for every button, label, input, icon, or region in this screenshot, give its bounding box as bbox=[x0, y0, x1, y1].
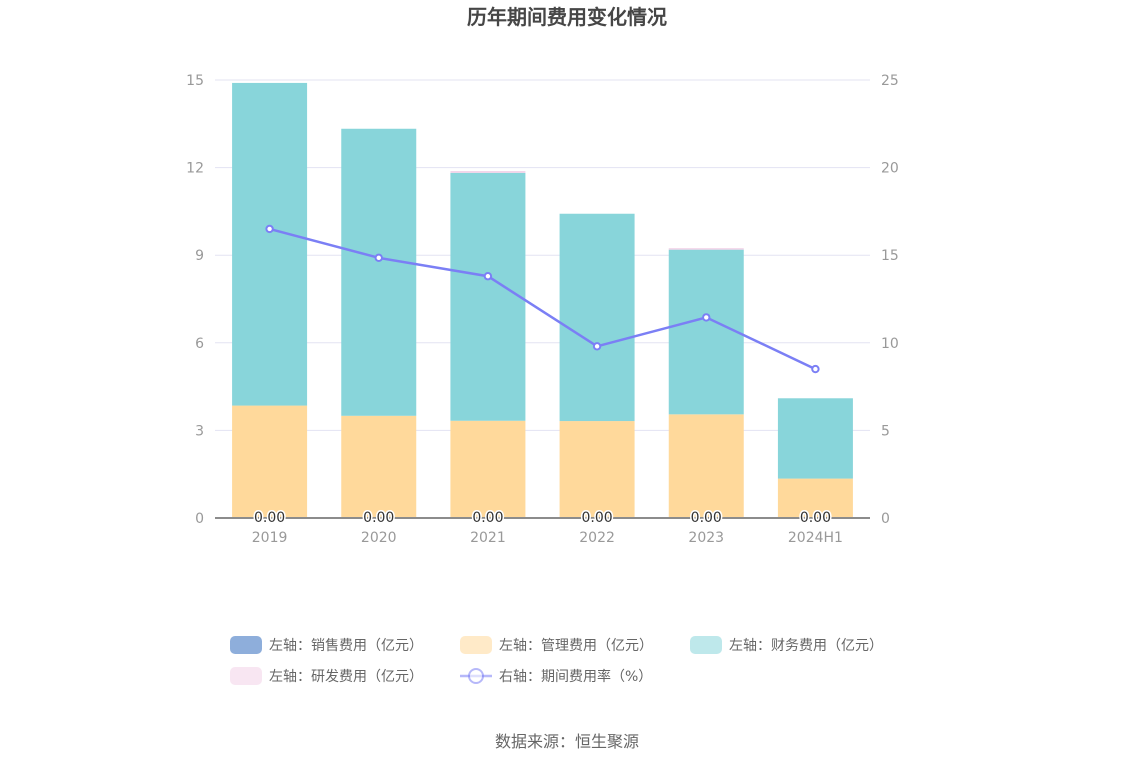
data-label: 0.00 bbox=[800, 510, 831, 526]
x-axis-tick-label: 2022 bbox=[579, 530, 615, 546]
left-axis-tick-label: 3 bbox=[195, 423, 204, 439]
right-axis-tick-label: 0 bbox=[881, 511, 890, 527]
data-label: 0.00 bbox=[254, 510, 285, 526]
legend-label: 左轴：管理费用（亿元） bbox=[499, 638, 653, 654]
left-axis-tick-label: 15 bbox=[186, 73, 204, 89]
legend-swatch bbox=[230, 667, 262, 685]
rate-line-point bbox=[702, 313, 711, 322]
rate-line-point bbox=[483, 272, 493, 281]
legend-swatch bbox=[690, 636, 722, 654]
bar-segment bbox=[450, 172, 526, 421]
legend-label: 左轴：财务费用（亿元） bbox=[729, 638, 883, 654]
legend-swatch bbox=[230, 636, 262, 654]
right-axis-tick-label: 25 bbox=[881, 73, 899, 89]
right-axis-tick-label: 15 bbox=[881, 248, 899, 264]
bar-segment bbox=[232, 82, 308, 406]
chart-title: 历年期间费用变化情况 bbox=[467, 5, 667, 29]
legend-label: 左轴：销售费用（亿元） bbox=[269, 638, 423, 654]
data-label: 0.00 bbox=[363, 510, 394, 526]
data-label: 0.00 bbox=[581, 510, 612, 526]
rate-line-point bbox=[265, 224, 274, 234]
bar-segment bbox=[450, 420, 526, 518]
right-axis-tick-label: 5 bbox=[881, 423, 890, 439]
left-axis-tick-label: 12 bbox=[186, 161, 204, 177]
bar-segment bbox=[668, 414, 744, 518]
bar-segment bbox=[341, 415, 417, 518]
x-axis-tick-label: 2019 bbox=[252, 530, 288, 546]
bar-segment bbox=[777, 478, 853, 518]
rate-line-point bbox=[592, 342, 602, 351]
legend: 左轴：销售费用（亿元） 左轴：管理费用（亿元） 左轴：财务费用（亿元） 左轴：研发费用… bbox=[230, 636, 883, 685]
bar-segment bbox=[559, 213, 635, 422]
source-note: 数据来源：恒生聚源 bbox=[495, 732, 639, 751]
x-axis-tick-label: 2020 bbox=[361, 530, 397, 546]
bars bbox=[232, 82, 853, 518]
axes: 0 3 6 9 12 15 0 5 10 15 20 25 2019 2020 2021 2022 2023 20… bbox=[186, 73, 899, 546]
data-label: 0.00 bbox=[691, 510, 722, 526]
x-axis-tick-label: 2021 bbox=[470, 530, 506, 546]
right-axis-tick-label: 20 bbox=[881, 161, 899, 177]
data-labels: 0.00 0.00 0.00 0.00 0.00 0.00 bbox=[252, 509, 832, 528]
rate-line-point bbox=[811, 364, 820, 374]
legend-line-marker bbox=[468, 668, 484, 684]
bar-segment bbox=[668, 249, 744, 415]
gridlines bbox=[215, 79, 870, 431]
legend-label: 右轴：期间费用率（%） bbox=[499, 668, 652, 685]
left-axis-tick-label: 0 bbox=[195, 511, 204, 527]
bar-segment bbox=[777, 398, 853, 479]
rate-line bbox=[265, 224, 820, 374]
left-axis-tick-label: 6 bbox=[195, 336, 204, 352]
bar-segment bbox=[559, 421, 635, 518]
bar-segment bbox=[341, 128, 417, 416]
rate-line-point bbox=[374, 253, 383, 263]
left-axis-tick-label: 9 bbox=[195, 248, 204, 264]
bar-segment bbox=[450, 171, 526, 173]
x-axis-tick-label: 2023 bbox=[688, 530, 724, 546]
rate-line-path bbox=[269, 227, 816, 371]
right-axis-tick-label: 10 bbox=[881, 336, 899, 352]
bar-segment bbox=[232, 405, 308, 518]
legend-swatch bbox=[460, 636, 492, 654]
data-label: 0.00 bbox=[472, 510, 503, 526]
x-axis-tick-label: 2024H1 bbox=[788, 530, 843, 546]
bar-segment bbox=[668, 248, 744, 250]
legend-label: 左轴：研发费用（亿元） bbox=[269, 669, 423, 685]
